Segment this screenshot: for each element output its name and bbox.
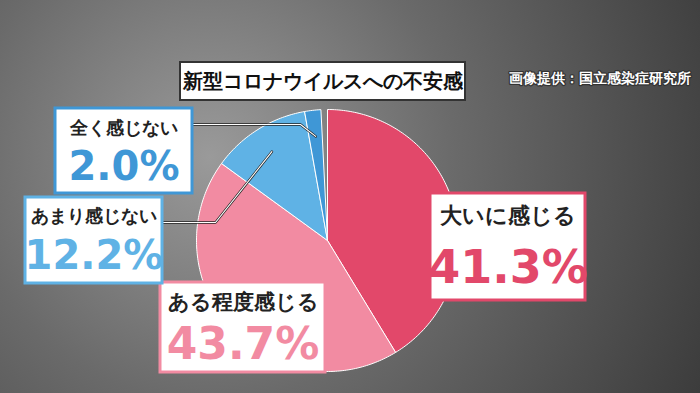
svg-text:12.2%: 12.2% [25,232,164,278]
svg-text:全く感じない: 全く感じない [69,117,178,138]
svg-text:新型コロナウイルスへの不安感: 新型コロナウイルスへの不安感 [182,69,464,93]
svg-text:43.7%: 43.7% [167,318,320,369]
svg-text:2.0%: 2.0% [69,143,180,189]
svg-text:大いに感じる: 大いに感じる [440,203,576,228]
svg-text:41.3%: 41.3% [428,240,588,294]
svg-text:画像提供：国立感染症研究所: 画像提供：国立感染症研究所 [509,70,691,86]
svg-text:あまり感じない: あまり感じない [31,205,157,226]
svg-text:ある程度感じる: ある程度感じる [168,290,319,314]
